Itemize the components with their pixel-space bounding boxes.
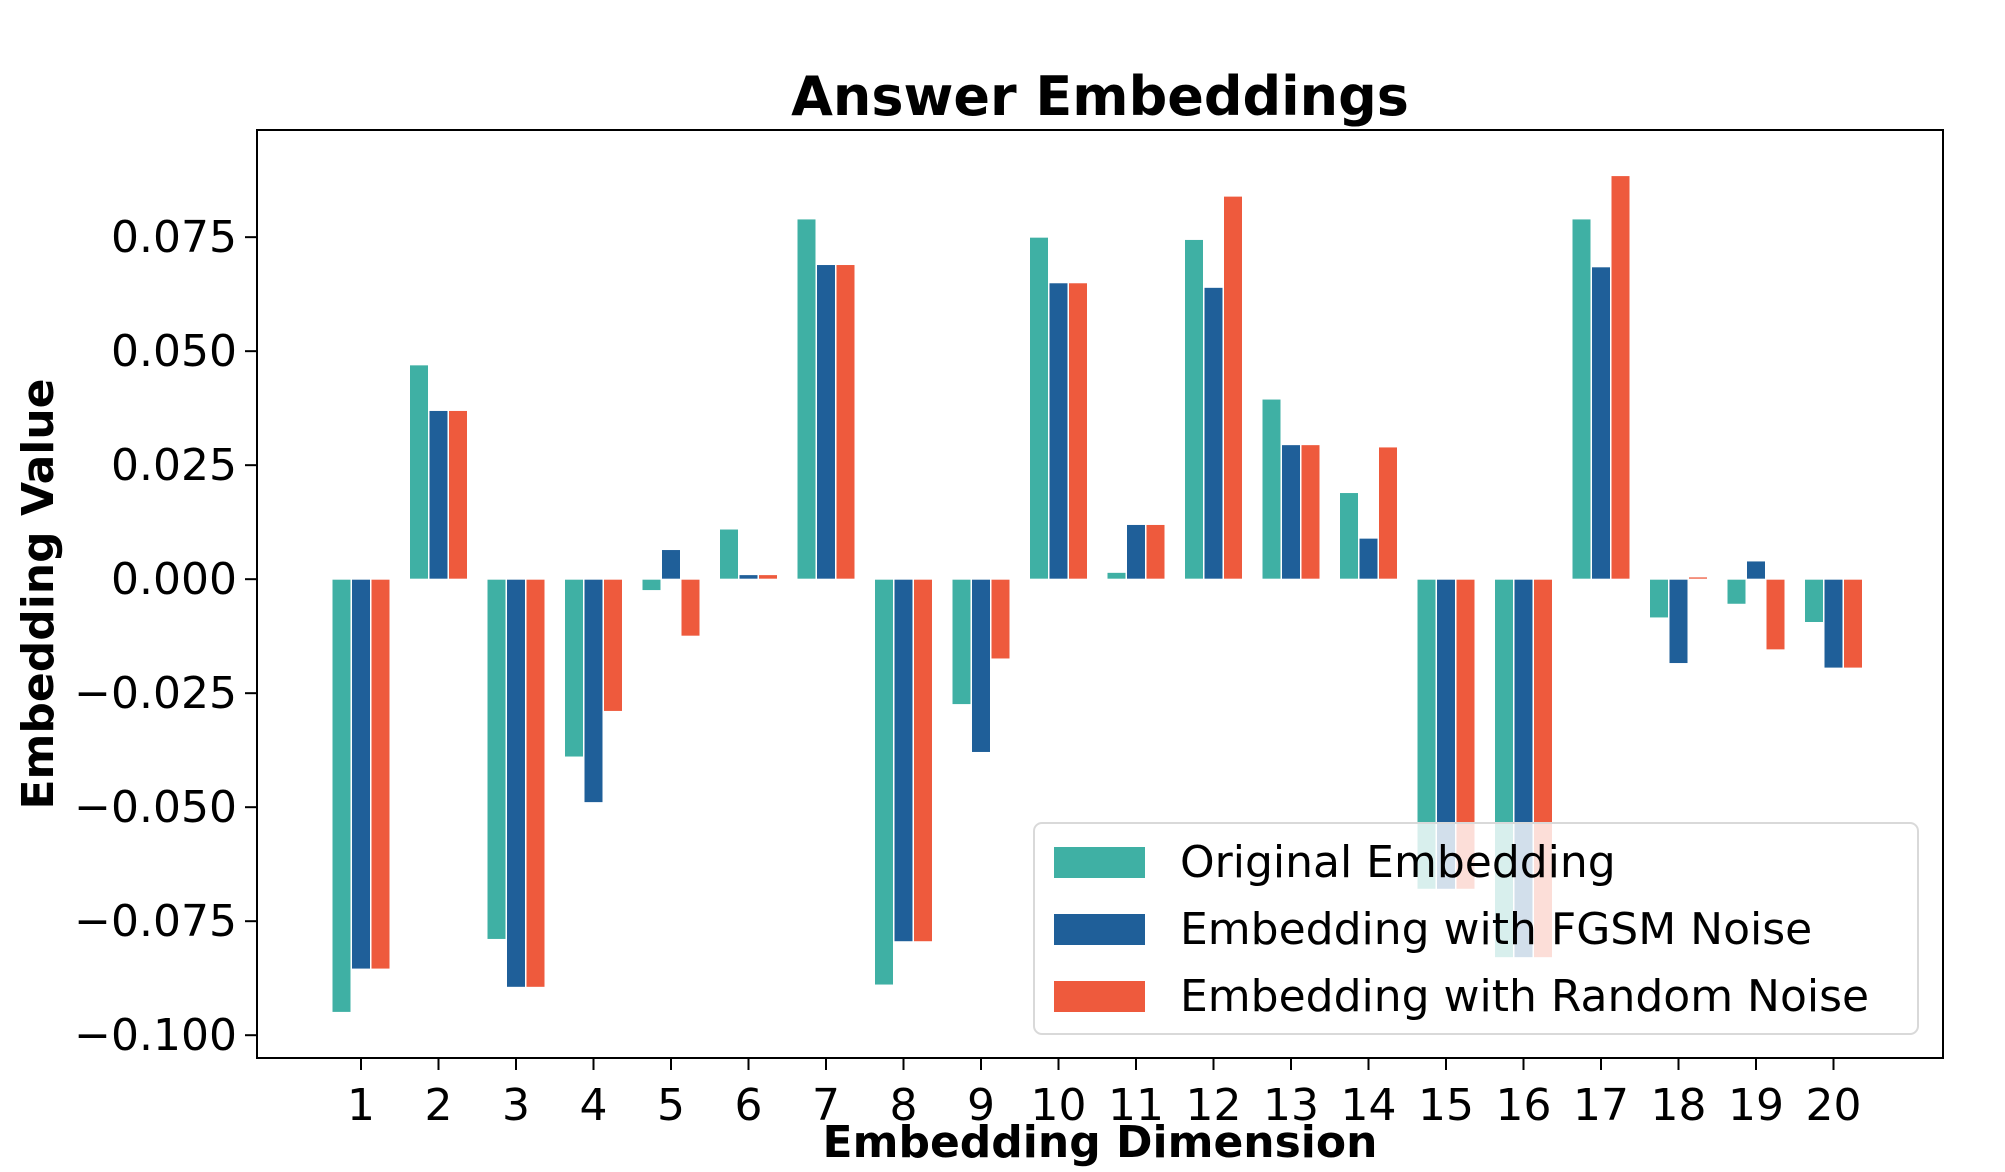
x-tick-label: 7	[812, 1080, 840, 1131]
bar-series1-dim10	[1029, 236, 1049, 580]
bar-series2-dim6	[738, 574, 759, 580]
bar-series2-dim3	[506, 578, 526, 988]
legend-label-series1: Original Embedding	[1180, 837, 1616, 888]
bar-series1-dim7	[796, 218, 817, 580]
legend-box	[1033, 822, 1919, 1035]
bar-series2-dim9	[971, 578, 991, 753]
y-tick-label: 0.000	[111, 554, 237, 605]
bar-series2-dim14	[1358, 537, 1379, 580]
bar-series2-dim2	[428, 409, 449, 580]
bar-series1-dim19	[1726, 578, 1747, 605]
x-tick-label: 10	[1031, 1080, 1087, 1131]
x-tick-label: 1	[347, 1080, 375, 1131]
bar-series1-dim17	[1571, 218, 1592, 580]
bar-series2-dim10	[1048, 282, 1069, 580]
x-tick-label: 16	[1496, 1080, 1552, 1131]
x-axis-title: Embedding Dimension	[823, 1117, 1378, 1168]
bar-series1-dim9	[951, 578, 972, 706]
bar-series3-dim14	[1378, 446, 1398, 580]
bar-series2-dim12	[1203, 286, 1224, 580]
bar-series3-dim17	[1610, 175, 1631, 580]
x-tick-label: 4	[580, 1080, 608, 1131]
bar-series3-dim2	[448, 409, 468, 580]
bar-series1-dim11	[1106, 571, 1127, 580]
bar-series3-dim8	[913, 578, 933, 943]
x-axis: 1 2 3 4 5 6 7 8 9 10 11 12 13 14 15 16 17 18 19 20	[347, 1058, 1862, 1131]
x-tick-label: 15	[1418, 1080, 1474, 1131]
bar-series2-dim8	[893, 578, 914, 943]
bar-series3-dim9	[990, 578, 1011, 660]
x-tick-label: 11	[1108, 1080, 1164, 1131]
bar-series1-dim14	[1339, 492, 1359, 580]
bar-series2-dim20	[1823, 578, 1844, 669]
x-tick-label: 20	[1806, 1080, 1862, 1131]
x-tick-label: 8	[890, 1080, 918, 1131]
bar-series1-dim3	[486, 578, 507, 940]
bar-series3-dim18	[1688, 576, 1708, 580]
bar-series3-dim4	[603, 578, 623, 712]
x-tick-label: 3	[502, 1080, 530, 1131]
bar-series1-dim5	[641, 578, 662, 592]
bar-series2-dim18	[1668, 578, 1689, 665]
plot-frame	[256, 129, 1944, 1059]
bar-series3-dim19	[1765, 578, 1786, 651]
bar-series2-dim13	[1281, 444, 1301, 580]
y-tick-label: 0.050	[111, 326, 237, 377]
y-tick-label: −0.075	[74, 896, 237, 947]
legend-swatch-series2	[1054, 914, 1145, 945]
bar-series1-dim1	[331, 578, 352, 1013]
x-tick-label: 5	[657, 1080, 685, 1131]
legend-label-series2: Embedding with FGSM Noise	[1180, 904, 1812, 955]
x-tick-label: 18	[1651, 1080, 1707, 1131]
x-tick-label: 19	[1728, 1080, 1784, 1131]
y-tick-label: −0.050	[74, 782, 237, 833]
bar-series2-dim4	[583, 578, 604, 804]
bar-series2-dim11	[1126, 523, 1146, 580]
legend: Original Embedding Embedding with FGSM No…	[1033, 822, 1919, 1035]
bar-series2-dim1	[351, 578, 371, 970]
bar-series3-dim20	[1843, 578, 1863, 669]
bar-series3-dim7	[835, 264, 856, 580]
bar-series3-dim11	[1145, 523, 1166, 580]
x-tick-label: 2	[425, 1080, 453, 1131]
bar-series3-dim12	[1223, 195, 1243, 580]
y-axis: 0.075 0.050 0.025 0.000 −0.025 −0.050 −0.075 −0…	[74, 212, 257, 1061]
y-tick-label: −0.100	[74, 1010, 237, 1061]
legend-label-series3: Embedding with Random Noise	[1180, 971, 1869, 1022]
legend-swatch-series3	[1054, 981, 1145, 1012]
x-tick-label: 17	[1573, 1080, 1629, 1131]
bar-series1-dim2	[409, 364, 429, 580]
chart-title: Answer Embeddings	[791, 65, 1409, 128]
bars-layer	[331, 175, 1863, 1013]
bar-series3-dim5	[680, 578, 701, 637]
bar-series2-dim19	[1746, 560, 1766, 580]
x-tick-label: 12	[1186, 1080, 1242, 1131]
x-tick-label: 13	[1263, 1080, 1319, 1131]
bar-series1-dim6	[719, 528, 739, 580]
bar-series1-dim20	[1804, 578, 1824, 623]
bar-series3-dim3	[525, 578, 546, 988]
bar-series1-dim8	[874, 578, 894, 986]
bar-series3-dim10	[1068, 282, 1088, 580]
bar-series1-dim13	[1261, 398, 1282, 580]
bar-series2-dim5	[661, 549, 681, 580]
bar-series2-dim17	[1591, 266, 1611, 580]
y-tick-label: 0.025	[111, 440, 237, 491]
bar-series1-dim4	[564, 578, 584, 758]
y-tick-label: −0.025	[74, 668, 237, 719]
x-tick-label: 6	[735, 1080, 763, 1131]
bar-series1-dim12	[1184, 238, 1204, 580]
bar-series2-dim7	[816, 264, 836, 580]
y-axis-title: Embedding Value	[13, 378, 64, 809]
bar-series3-dim1	[370, 578, 391, 970]
legend-swatch-series1	[1054, 847, 1145, 878]
bar-series3-dim6	[758, 574, 778, 580]
bar-series1-dim18	[1649, 578, 1669, 619]
bar-series3-dim13	[1300, 444, 1321, 580]
x-tick-label: 14	[1341, 1080, 1397, 1131]
x-tick-label: 9	[967, 1080, 995, 1131]
y-tick-label: 0.075	[111, 212, 237, 263]
